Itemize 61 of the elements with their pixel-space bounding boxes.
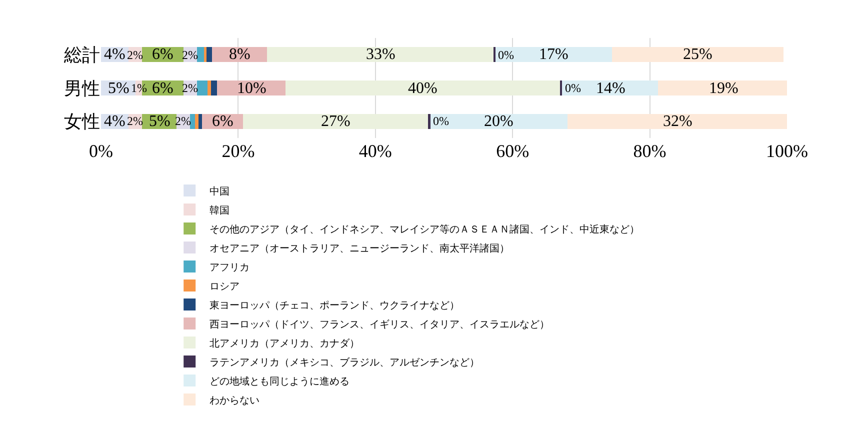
legend-label: 中国 bbox=[210, 185, 230, 198]
data-label: 6% bbox=[152, 80, 174, 97]
data-label: 17% bbox=[539, 46, 568, 63]
legend-label: その他のアジア（タイ、インドネシア、マレイシア等のＡＳＥＡＮ諸国、インド、中近東など） bbox=[210, 223, 640, 236]
x-tick-label: 0% bbox=[89, 141, 113, 161]
data-label: 2% bbox=[127, 114, 143, 128]
x-tick-label: 80% bbox=[633, 141, 666, 161]
legend-label: わからない bbox=[210, 395, 260, 406]
data-label: 5% bbox=[149, 113, 170, 130]
legend-label: 西ヨーロッパ（ドイツ、フランス、イギリス、イタリア、イスラエルなど） bbox=[210, 318, 550, 330]
bar bbox=[267, 47, 494, 62]
y-tick-label: 総計 bbox=[63, 44, 100, 65]
bar bbox=[194, 114, 198, 129]
data-label: 0% bbox=[498, 48, 514, 62]
data-label: 0% bbox=[565, 81, 581, 95]
bar bbox=[430, 114, 568, 129]
bar bbox=[190, 114, 195, 129]
data-label: 20% bbox=[484, 113, 514, 130]
data-label: 32% bbox=[663, 113, 692, 130]
legend-label: 東ヨーロッパ（チェコ、ポーランド、ウクライナなど） bbox=[210, 299, 460, 312]
data-label: 19% bbox=[709, 80, 738, 97]
legend-label: 韓国 bbox=[210, 204, 230, 216]
data-label: 40% bbox=[408, 80, 438, 97]
data-label: 4% bbox=[104, 113, 126, 130]
data-label: 0% bbox=[433, 114, 449, 128]
data-label: 4% bbox=[104, 46, 126, 63]
legend-label: ラテンアメリカ（メキシコ、ブラジル、アルゼンチンなど） bbox=[210, 356, 480, 368]
bar bbox=[567, 114, 787, 129]
bar bbox=[210, 80, 217, 96]
x-tick-label: 40% bbox=[358, 141, 392, 161]
legend-label: 北アメリカ（アメリカ、カナダ） bbox=[210, 337, 360, 350]
data-label: 27% bbox=[321, 113, 350, 130]
data-label: 6% bbox=[212, 113, 234, 130]
legend-label: ロシア bbox=[210, 281, 240, 292]
data-label: 33% bbox=[366, 46, 396, 63]
legend-label: オセアニア（オーストラリア、ニュージーランド、南太平洋諸国） bbox=[210, 242, 510, 254]
data-label: 5% bbox=[108, 80, 130, 97]
bar bbox=[204, 47, 207, 62]
bar bbox=[198, 114, 202, 129]
x-tick-label: 100% bbox=[766, 141, 808, 161]
y-tick-label: 女性 bbox=[64, 112, 100, 132]
x-tick-label: 60% bbox=[496, 141, 530, 161]
y-tick-label: 男性 bbox=[64, 78, 100, 98]
bar bbox=[197, 80, 208, 96]
bar bbox=[658, 80, 787, 96]
data-label: 2% bbox=[127, 48, 143, 62]
x-tick-label: 20% bbox=[222, 141, 255, 161]
bar bbox=[286, 80, 560, 96]
bar bbox=[243, 114, 428, 129]
bar bbox=[495, 47, 612, 62]
legend-label: どの地域とも同じように進める bbox=[210, 375, 350, 388]
data-label: 25% bbox=[683, 46, 712, 63]
data-label: 10% bbox=[237, 80, 266, 97]
bar bbox=[206, 47, 212, 62]
data-label: 14% bbox=[596, 80, 626, 97]
legend-label: アフリカ bbox=[210, 262, 250, 274]
bar bbox=[612, 47, 784, 62]
data-label: 6% bbox=[152, 46, 174, 63]
data-label: 8% bbox=[229, 46, 250, 63]
bar bbox=[207, 80, 211, 96]
bar bbox=[197, 47, 204, 62]
